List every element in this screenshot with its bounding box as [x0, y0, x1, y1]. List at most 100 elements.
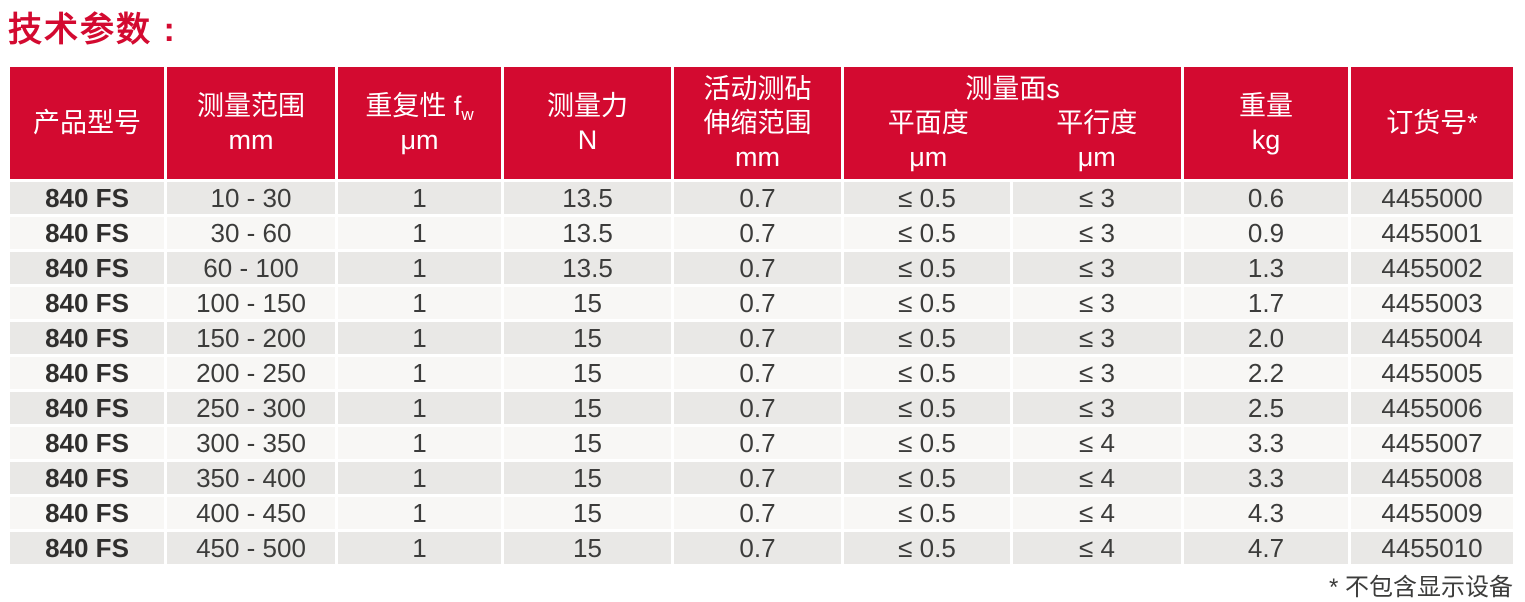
cell-weight: 3.3 — [1184, 427, 1348, 459]
cell-flatness: ≤ 0.5 — [844, 462, 1010, 494]
header-cell-weight: 重量 kg — [1184, 67, 1348, 179]
page-title: 技术参数 : — [8, 11, 177, 49]
cell-force: 13.5 — [504, 217, 671, 249]
cell-order-no: 4455008 — [1351, 462, 1513, 494]
cell-repeatability: 1 — [338, 532, 501, 564]
header-weight-unit: kg — [1251, 125, 1281, 155]
cell-range: 250 - 300 — [167, 392, 335, 424]
table-row: 840 FS 10 - 30 1 13.5 0.7 ≤ 0.5 ≤ 3 0.6 … — [10, 182, 1513, 214]
cell-model: 840 FS — [10, 217, 164, 249]
cell-order-no: 4455000 — [1351, 182, 1513, 214]
measuring-faces-subcolumns: 平面度 μm 平行度 μm — [844, 106, 1181, 174]
cell-flatness: ≤ 0.5 — [844, 287, 1010, 319]
table-body: 840 FS 10 - 30 1 13.5 0.7 ≤ 0.5 ≤ 3 0.6 … — [10, 182, 1513, 564]
cell-flatness: ≤ 0.5 — [844, 322, 1010, 354]
cell-model: 840 FS — [10, 182, 164, 214]
cell-force: 15 — [504, 322, 671, 354]
table-row: 840 FS 200 - 250 1 15 0.7 ≤ 0.5 ≤ 3 2.2 … — [10, 357, 1513, 389]
cell-flatness: ≤ 0.5 — [844, 497, 1010, 529]
header-anvil-unit: mm — [735, 142, 780, 172]
cell-parallelism: ≤ 3 — [1013, 322, 1181, 354]
cell-repeatability: 1 — [338, 392, 501, 424]
cell-anvil-range: 0.7 — [674, 322, 841, 354]
cell-flatness: ≤ 0.5 — [844, 532, 1010, 564]
header-range-label: 测量范围 — [197, 91, 305, 121]
table-row: 840 FS 400 - 450 1 15 0.7 ≤ 0.5 ≤ 4 4.3 … — [10, 497, 1513, 529]
cell-order-no: 4455006 — [1351, 392, 1513, 424]
cell-repeatability: 1 — [338, 322, 501, 354]
cell-range: 200 - 250 — [167, 357, 335, 389]
cell-repeatability: 1 — [338, 427, 501, 459]
cell-order-no: 4455004 — [1351, 322, 1513, 354]
cell-range: 450 - 500 — [167, 532, 335, 564]
header-flatness-label: 平面度 — [887, 108, 969, 138]
cell-parallelism: ≤ 4 — [1013, 532, 1181, 564]
cell-model: 840 FS — [10, 497, 164, 529]
cell-parallelism: ≤ 4 — [1013, 462, 1181, 494]
cell-flatness: ≤ 0.5 — [844, 252, 1010, 284]
header-cell-anvil-range: 活动测砧 伸缩范围 mm — [674, 67, 841, 179]
cell-model: 840 FS — [10, 427, 164, 459]
cell-repeatability: 1 — [338, 357, 501, 389]
cell-force: 15 — [504, 497, 671, 529]
cell-anvil-range: 0.7 — [674, 462, 841, 494]
cell-parallelism: ≤ 4 — [1013, 427, 1181, 459]
cell-order-no: 4455001 — [1351, 217, 1513, 249]
table-row: 840 FS 250 - 300 1 15 0.7 ≤ 0.5 ≤ 3 2.5 … — [10, 392, 1513, 424]
cell-parallelism: ≤ 3 — [1013, 392, 1181, 424]
cell-weight: 0.6 — [1184, 182, 1348, 214]
cell-parallelism: ≤ 3 — [1013, 287, 1181, 319]
cell-anvil-range: 0.7 — [674, 532, 841, 564]
header-order-label: 订货号* — [1386, 108, 1478, 138]
cell-weight: 1.3 — [1184, 252, 1348, 284]
cell-repeatability: 1 — [338, 217, 501, 249]
cell-order-no: 4455002 — [1351, 252, 1513, 284]
cell-parallelism: ≤ 3 — [1013, 252, 1181, 284]
footnote: * 不包含显示设备 — [1328, 574, 1513, 601]
cell-model: 840 FS — [10, 392, 164, 424]
table-row: 840 FS 300 - 350 1 15 0.7 ≤ 0.5 ≤ 4 3.3 … — [10, 427, 1513, 459]
header-repeatability-subscript: w — [461, 105, 474, 124]
header-force-label: 测量力 — [547, 91, 628, 121]
cell-order-no: 4455009 — [1351, 497, 1513, 529]
header-cell-measuring-faces-group: 测量面s 平面度 μm 平行度 μm — [844, 67, 1181, 179]
table-header: 产品型号 测量范围 mm 重复性 fw μm 测量力 N 活动测砧 伸缩范围 m… — [10, 67, 1513, 179]
header-anvil-label-line2: 伸缩范围 — [703, 108, 812, 138]
cell-anvil-range: 0.7 — [674, 217, 841, 249]
cell-force: 15 — [504, 532, 671, 564]
cell-repeatability: 1 — [338, 252, 501, 284]
header-force-unit: N — [577, 125, 598, 155]
table-row: 840 FS 100 - 150 1 15 0.7 ≤ 0.5 ≤ 3 1.7 … — [10, 287, 1513, 319]
cell-flatness: ≤ 0.5 — [844, 427, 1010, 459]
header-model-label: 产品型号 — [33, 108, 141, 138]
cell-weight: 3.3 — [1184, 462, 1348, 494]
table-row: 840 FS 60 - 100 1 13.5 0.7 ≤ 0.5 ≤ 3 1.3… — [10, 252, 1513, 284]
cell-anvil-range: 0.7 — [674, 287, 841, 319]
cell-anvil-range: 0.7 — [674, 182, 841, 214]
cell-repeatability: 1 — [338, 497, 501, 529]
header-flatness-unit: μm — [909, 142, 948, 172]
cell-parallelism: ≤ 3 — [1013, 217, 1181, 249]
header-parallelism-unit: μm — [1077, 142, 1116, 172]
header-flatness: 平面度 μm — [844, 106, 1013, 174]
cell-force: 13.5 — [504, 252, 671, 284]
cell-model: 840 FS — [10, 462, 164, 494]
header-repeatability-unit: μm — [400, 125, 439, 155]
header-weight-label: 重量 — [1239, 91, 1293, 121]
cell-weight: 0.9 — [1184, 217, 1348, 249]
cell-anvil-range: 0.7 — [674, 357, 841, 389]
cell-parallelism: ≤ 3 — [1013, 357, 1181, 389]
header-repeatability-label: 重复性 fw — [365, 91, 474, 124]
cell-flatness: ≤ 0.5 — [844, 357, 1010, 389]
cell-order-no: 4455005 — [1351, 357, 1513, 389]
cell-model: 840 FS — [10, 532, 164, 564]
cell-force: 15 — [504, 392, 671, 424]
cell-weight: 4.3 — [1184, 497, 1348, 529]
header-cell-force: 测量力 N — [504, 67, 671, 179]
header-parallelism: 平行度 μm — [1013, 106, 1182, 174]
header-cell-order-no: 订货号* — [1351, 67, 1513, 179]
cell-weight: 2.0 — [1184, 322, 1348, 354]
cell-model: 840 FS — [10, 322, 164, 354]
cell-range: 100 - 150 — [167, 287, 335, 319]
cell-force: 15 — [504, 357, 671, 389]
